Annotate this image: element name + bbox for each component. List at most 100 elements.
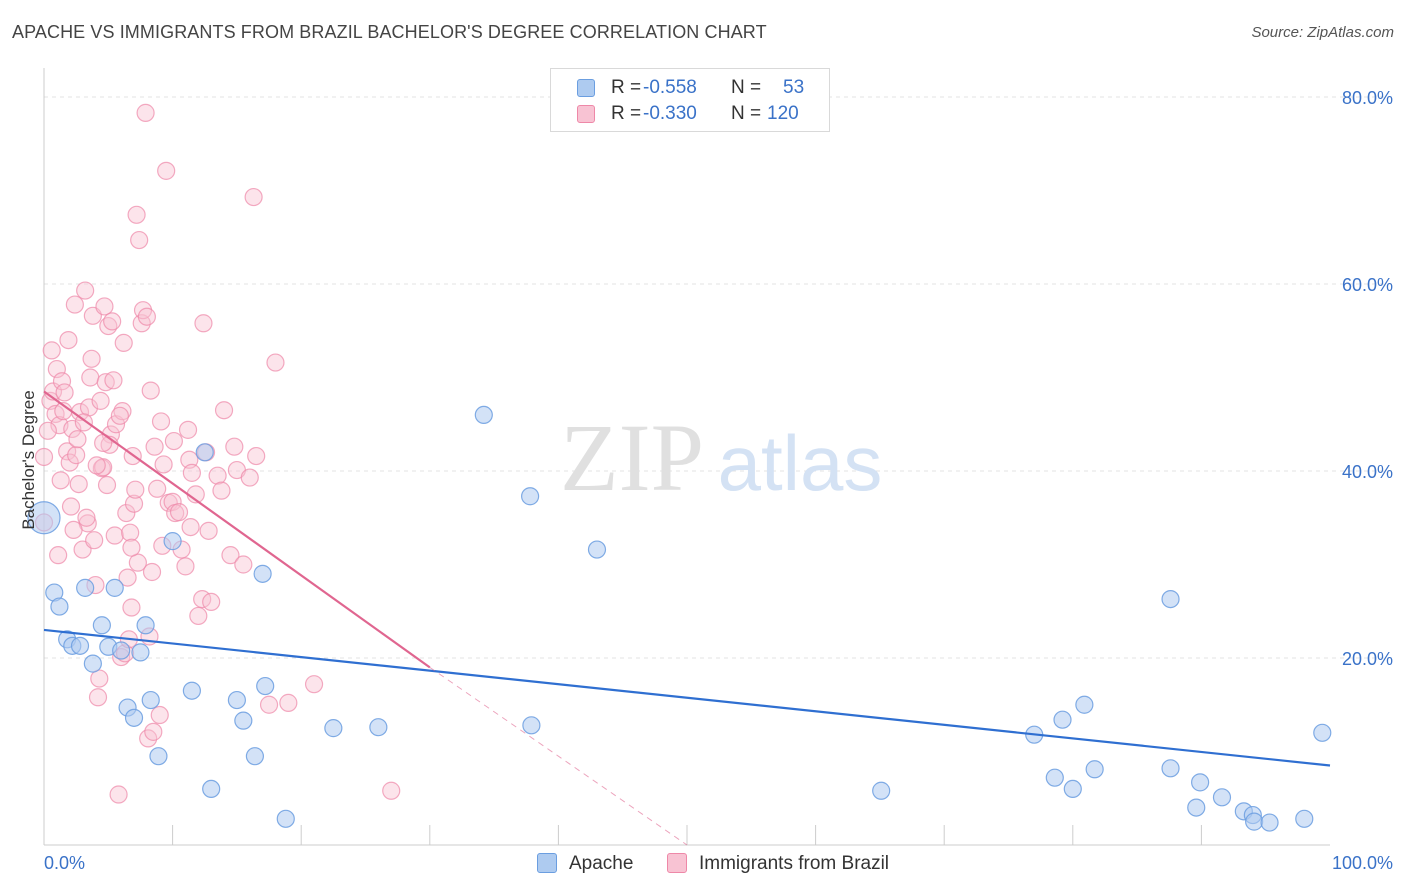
- watermark-atlas: atlas: [718, 419, 883, 507]
- brazil-point: [69, 474, 88, 494]
- brazil-n-label: N =: [731, 103, 762, 124]
- apache-point: [587, 540, 607, 559]
- brazil-point: [81, 368, 100, 387]
- brazil-r-label: R =: [611, 103, 642, 124]
- apache-point: [105, 578, 124, 597]
- brazil-point: [234, 555, 253, 574]
- brazil-point: [117, 503, 136, 523]
- brazil-point: [169, 503, 189, 522]
- brazil-point: [67, 446, 86, 465]
- brazil-point: [154, 455, 173, 474]
- brazil-point: [157, 161, 176, 180]
- brazil-point: [110, 406, 129, 425]
- brazil-point: [118, 568, 137, 587]
- apache-point: [1053, 710, 1072, 729]
- apache-n-value: 53: [783, 77, 805, 98]
- brazil-point: [199, 521, 218, 540]
- brazil-swatch: [577, 105, 595, 123]
- apache-point: [253, 564, 272, 583]
- y-tick-label-40: 40.0%: [1342, 462, 1393, 482]
- apache-point: [182, 681, 201, 700]
- brazil-legend-label: Immigrants from Brazil: [699, 853, 890, 874]
- brazil-point: [52, 372, 72, 391]
- brazil-point: [124, 494, 144, 513]
- brazil-point: [208, 466, 227, 485]
- brazil-point: [95, 297, 114, 316]
- apache-point: [1187, 798, 1206, 817]
- apache-r-label: R =: [611, 77, 642, 98]
- apache-point: [124, 708, 144, 727]
- apache-point: [1313, 723, 1332, 742]
- brazil-point: [137, 307, 156, 326]
- brazil-point: [58, 442, 77, 461]
- brazil-point: [178, 420, 198, 439]
- apache-point: [76, 578, 95, 597]
- brazil-point: [105, 526, 124, 545]
- brazil-point: [182, 463, 201, 482]
- apache-point: [227, 690, 246, 710]
- brazil-point: [240, 468, 259, 487]
- apache-point: [1260, 813, 1279, 832]
- apache-swatch: [577, 79, 595, 97]
- apache-point: [234, 711, 253, 730]
- brazil-point: [38, 421, 57, 440]
- brazil-point: [212, 481, 231, 500]
- brazil-point: [122, 538, 141, 557]
- brazil-n-value: 120: [767, 103, 799, 124]
- apache-point: [369, 718, 388, 737]
- brazil-point: [176, 557, 195, 576]
- source-label: Source: ZipAtlas.com: [1251, 24, 1394, 41]
- apache-point: [141, 690, 160, 710]
- apache-points: [27, 405, 1332, 832]
- apache-point: [521, 487, 540, 506]
- trend-lines: [43, 390, 1331, 846]
- brazil-point: [76, 281, 95, 300]
- apache-point: [131, 643, 150, 662]
- apache-point: [1045, 768, 1064, 787]
- brazil-point: [65, 295, 84, 314]
- brazil-point: [88, 688, 108, 707]
- brazil-point: [97, 475, 117, 495]
- brazil-point: [141, 381, 160, 400]
- apache-point: [112, 641, 131, 660]
- brazil-point: [42, 341, 61, 360]
- brazil-point: [63, 419, 82, 439]
- brazil-point: [49, 546, 68, 565]
- brazil-trend-line: [43, 390, 431, 669]
- apache-point: [276, 809, 295, 828]
- apache-legend-swatch: [537, 853, 557, 873]
- brazil-point: [90, 669, 109, 688]
- brazil-point: [225, 437, 244, 456]
- y-tick-label-80: 80.0%: [1342, 88, 1393, 108]
- brazil-point: [109, 785, 128, 804]
- brazil-point: [279, 693, 298, 712]
- brazil-point: [144, 722, 163, 741]
- brazil-point: [55, 383, 74, 402]
- apache-point: [872, 781, 891, 800]
- apache-point: [202, 779, 221, 799]
- brazil-point: [214, 401, 234, 420]
- axes: 20.0% 40.0% 60.0% 80.0%: [43, 68, 1393, 846]
- apache-point: [1063, 779, 1082, 799]
- brazil-point: [181, 517, 200, 537]
- brazil-point: [221, 546, 240, 565]
- apache-r-value: -0.558: [643, 77, 697, 98]
- brazil-point: [104, 371, 123, 390]
- watermark: ZIP atlas: [560, 404, 882, 511]
- brazil-point: [121, 523, 140, 542]
- apache-point: [1212, 788, 1232, 807]
- apache-point: [149, 747, 168, 766]
- apache-point: [1245, 812, 1264, 831]
- y-tick-label-20: 20.0%: [1342, 649, 1393, 669]
- brazil-point: [106, 415, 126, 434]
- brazil-point: [94, 458, 113, 477]
- brazil-point: [59, 331, 78, 350]
- apache-n-label: N =: [731, 77, 762, 98]
- brazil-point: [82, 349, 101, 368]
- brazil-point: [127, 205, 146, 224]
- brazil-point: [145, 437, 164, 456]
- apache-point: [1191, 773, 1210, 792]
- brazil-point: [92, 459, 111, 478]
- brazil-points: [34, 103, 401, 804]
